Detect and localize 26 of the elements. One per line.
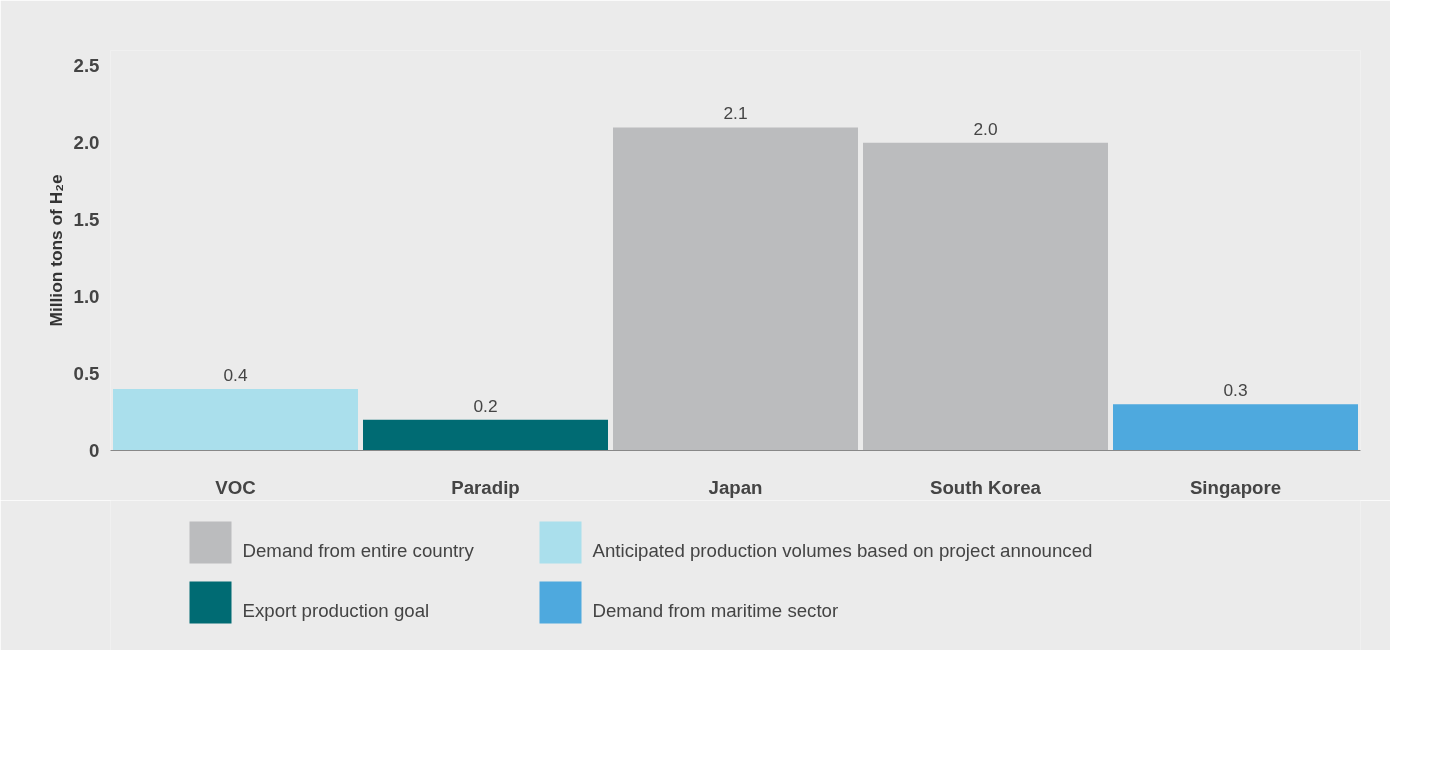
bar [1113,404,1358,451]
bar [863,142,1108,451]
legend-label: Anticipated production volumes based on project announced [592,540,1093,561]
data-label: 2.0 [973,118,998,139]
data-label: 2.1 [723,103,748,124]
data-label: 0.2 [473,395,498,416]
y-axis-title: Million tons of H₂e [45,174,66,327]
data-label: 0.3 [1223,380,1248,401]
bar [363,419,608,451]
x-tick-label: Singapore [1189,476,1282,498]
legend-label: Export production goal [242,600,430,621]
legend-label: Demand from entire country [242,540,475,561]
y-tick-label: 1.5 [73,209,100,231]
y-tick-label: 2.0 [73,132,100,154]
bar [613,127,858,451]
y-tick-label: 0.5 [73,363,100,385]
x-tick-label: Japan [708,476,763,498]
y-tick-label: 0 [89,440,100,461]
x-tick-label: South Korea [930,476,1042,498]
bar [113,388,358,451]
x-tick-label: VOC [215,476,256,498]
legend-label: Demand from maritime sector [592,600,839,621]
y-tick-label: 1.0 [73,286,100,308]
x-tick-label: Paradip [451,476,520,498]
data-label: 0.4 [223,364,248,385]
y-tick-label: 2.5 [73,55,100,77]
